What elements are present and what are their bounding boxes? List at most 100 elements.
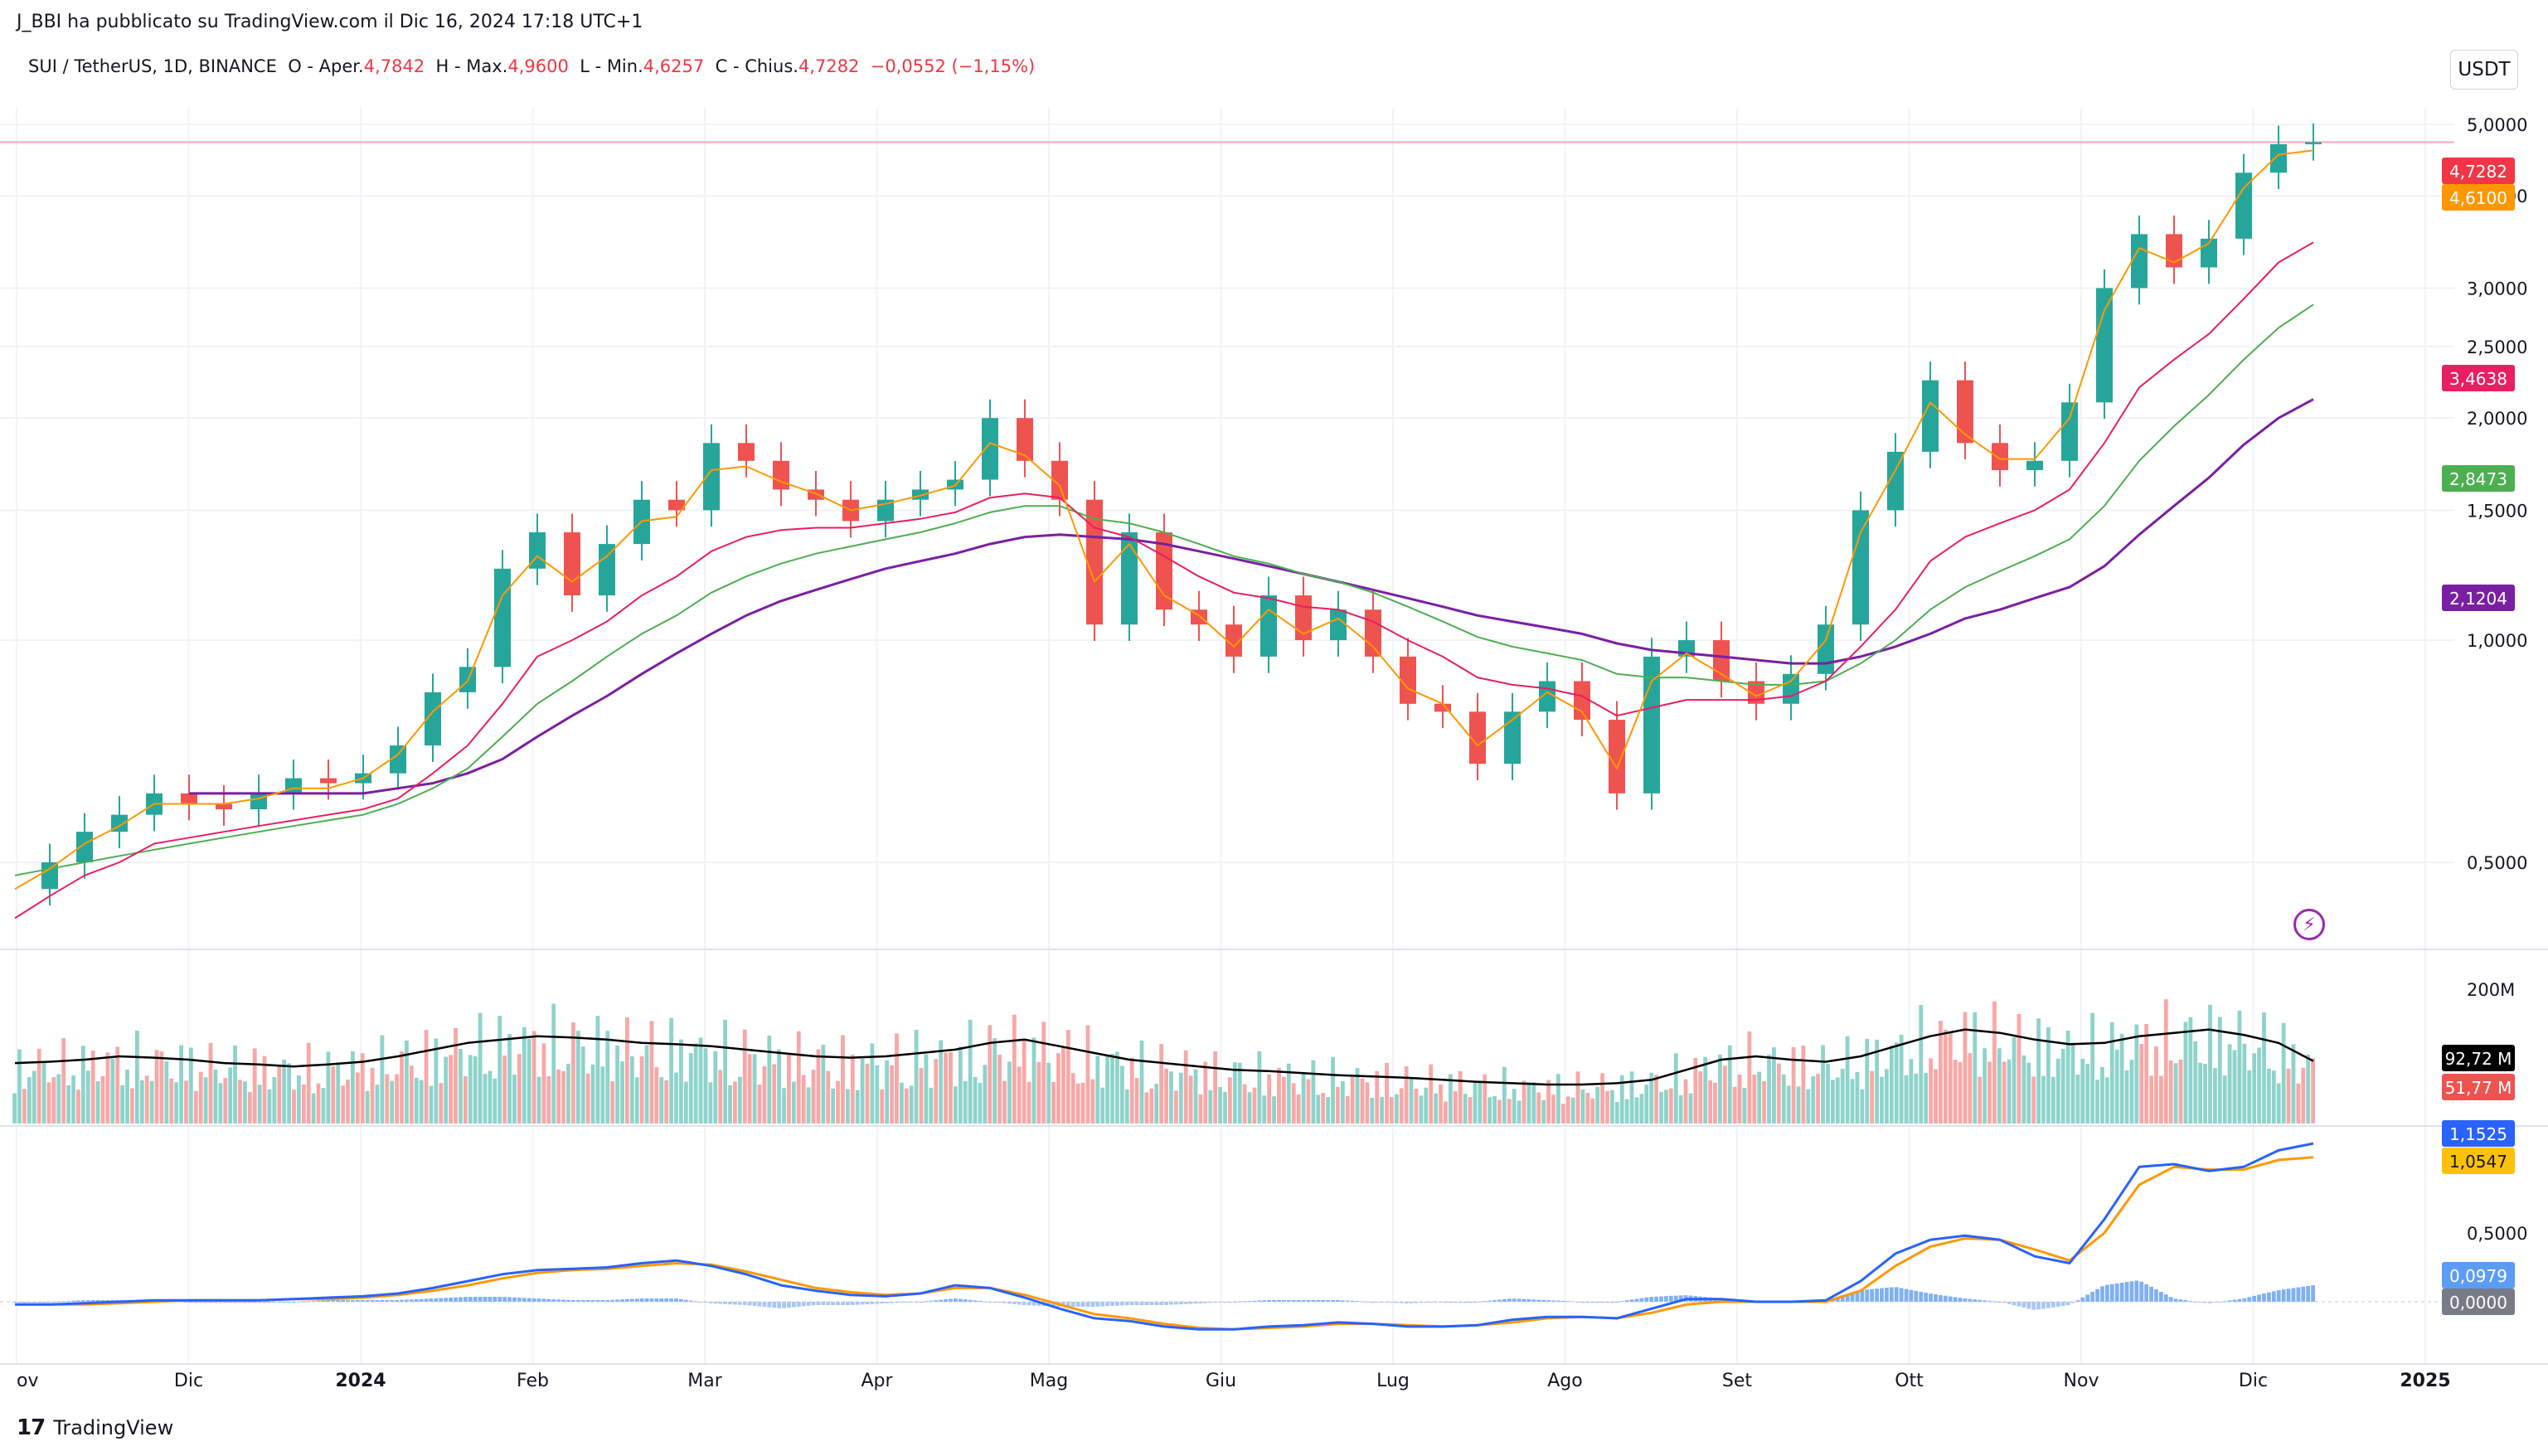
macd-histogram-bar xyxy=(512,1297,517,1302)
volume-bar xyxy=(1992,1001,1997,1124)
volume-bar xyxy=(1801,1046,1806,1124)
macd-histogram-bar xyxy=(100,1300,105,1302)
macd-histogram-bar xyxy=(1124,1302,1129,1306)
volume-bar xyxy=(2198,1062,2203,1124)
value-badge-bg xyxy=(2442,1289,2515,1315)
volume-bar xyxy=(2306,1054,2311,1124)
volume-bar xyxy=(841,1035,845,1124)
volume-bar xyxy=(2007,1059,2012,1124)
macd-histogram-bar xyxy=(1512,1298,1517,1302)
volume-bar xyxy=(242,1081,247,1124)
volume-bar xyxy=(1865,1038,1870,1124)
macd-histogram-bar xyxy=(1914,1290,1919,1302)
macd-histogram-bar xyxy=(1115,1302,1119,1306)
volume-bar xyxy=(262,1056,267,1124)
macd-axis-label: 0,5000 xyxy=(2467,1224,2527,1244)
macd-histogram-bar xyxy=(385,1300,390,1302)
macd-histogram-bar xyxy=(1012,1302,1017,1304)
macd-histogram-bar xyxy=(1203,1302,1208,1303)
volume-bar xyxy=(909,1085,914,1124)
volume-bar xyxy=(1129,1057,1134,1124)
volume-bar xyxy=(1870,1070,1875,1124)
volume-bar xyxy=(405,1040,409,1124)
volume-bar xyxy=(1316,1094,1321,1124)
ema-red-line xyxy=(14,241,2314,920)
macd-histogram-bar xyxy=(2051,1302,2055,1308)
macd-histogram-bar xyxy=(2144,1284,2149,1302)
macd-histogram-bar xyxy=(1963,1298,1968,1302)
macd-histogram-bar xyxy=(66,1300,71,1302)
value-badge-bg xyxy=(2442,158,2515,184)
macd-histogram-bar xyxy=(595,1300,600,1302)
macd-histogram-bar xyxy=(1483,1301,1488,1303)
volume-bar xyxy=(1041,1022,1046,1124)
volume-bar xyxy=(551,1003,556,1124)
macd-histogram-bar xyxy=(1889,1287,1894,1302)
candle-body xyxy=(1504,711,1521,764)
macd-histogram-bar xyxy=(395,1300,400,1302)
macd-histogram-bar xyxy=(1536,1299,1541,1302)
macd-histogram-bar xyxy=(414,1298,419,1302)
macd-histogram-bar xyxy=(2252,1295,2257,1302)
volume-bar xyxy=(228,1067,233,1124)
macd-histogram-bar xyxy=(2134,1280,2139,1302)
value-badge: 51,77 M xyxy=(2442,1074,2515,1100)
volume-bar xyxy=(95,1081,100,1124)
candle-body xyxy=(1121,532,1138,625)
volume-bar xyxy=(1830,1080,1835,1124)
lightning-icon[interactable]: ⚡ xyxy=(2293,909,2325,940)
volume-bar xyxy=(419,1080,424,1124)
volume-bar xyxy=(1119,1065,1124,1124)
macd-histogram-bar xyxy=(2114,1283,2119,1302)
macd-histogram-bar xyxy=(1919,1291,1924,1302)
volume-bar xyxy=(2119,1034,2124,1124)
candle-body xyxy=(2061,402,2078,461)
ema-purple-line xyxy=(189,398,2314,795)
volume-bar xyxy=(512,1075,517,1124)
macd-histogram-bar xyxy=(2041,1302,2046,1309)
volume-bar xyxy=(1262,1095,1267,1124)
volume-bar xyxy=(1575,1071,1580,1124)
volume-bar xyxy=(1624,1099,1629,1124)
candle-body xyxy=(1748,681,1764,704)
macd-histogram-bar xyxy=(885,1302,890,1303)
value-badge-text: 1,1525 xyxy=(2449,1124,2507,1144)
volume-bar xyxy=(326,1051,331,1124)
volume-bar xyxy=(983,1065,988,1124)
volume-bar xyxy=(1444,1101,1448,1124)
macd-histogram-bar xyxy=(1948,1296,1953,1302)
volume-bar xyxy=(1124,1089,1129,1124)
volume-bar xyxy=(32,1070,36,1124)
currency-button[interactable]: USDT xyxy=(2450,50,2518,90)
macd-histogram-bar xyxy=(1262,1300,1267,1302)
macd-histogram-bar xyxy=(762,1302,767,1308)
volume-bar xyxy=(875,1065,880,1124)
volume-bar xyxy=(1983,1048,1987,1124)
macd-histogram-bar xyxy=(570,1300,575,1302)
volume-bar xyxy=(649,1021,654,1124)
candle-body xyxy=(2131,234,2148,289)
macd-histogram-bar xyxy=(924,1301,929,1303)
macd-histogram-bar xyxy=(2193,1301,2198,1303)
volume-bar xyxy=(193,1090,198,1124)
macd-histogram-bar xyxy=(1390,1302,1394,1303)
volume-bar xyxy=(1600,1073,1604,1124)
volume-bar xyxy=(1953,1060,1958,1124)
volume-bar xyxy=(1835,1077,1840,1124)
macd-histogram-bar xyxy=(1198,1302,1203,1303)
volume-bar xyxy=(27,1076,32,1124)
volume-bar xyxy=(502,1055,507,1124)
volume-bar xyxy=(2149,1075,2153,1124)
macd-histogram-bar xyxy=(1316,1300,1321,1302)
volume-bar xyxy=(2100,1066,2104,1124)
macd-histogram-bar xyxy=(1159,1302,1164,1305)
volume-bar xyxy=(1978,1076,1983,1124)
volume-bar xyxy=(1242,1084,1247,1124)
candle-body xyxy=(1957,380,1973,444)
macd-histogram-bar xyxy=(1340,1300,1345,1302)
symbol-name[interactable]: SUI / TetherUS, 1D, BINANCE xyxy=(28,56,277,76)
volume-bar xyxy=(1012,1014,1017,1124)
candle-body xyxy=(1260,595,1277,657)
volume-bar xyxy=(1659,1091,1663,1124)
